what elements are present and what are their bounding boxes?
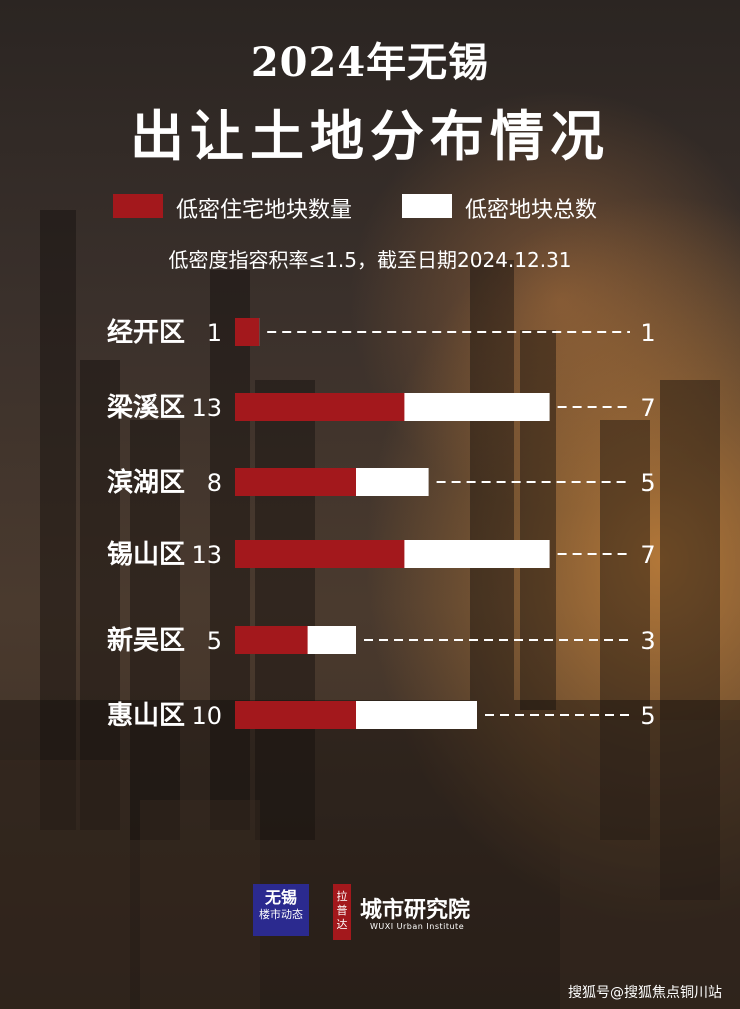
badge-line-1: 无锡 <box>264 888 297 907</box>
bar-residential <box>235 393 405 421</box>
left-count-label: 5 <box>207 627 222 655</box>
bar-residential <box>235 468 356 496</box>
right-count-label: 3 <box>640 627 655 655</box>
legend-swatch-total <box>402 194 452 218</box>
left-count-label: 13 <box>191 394 222 422</box>
bar-residential <box>235 318 260 346</box>
category-label: 经开区 <box>107 317 185 348</box>
legend-label-total: 低密地块总数 <box>465 198 598 223</box>
legend: 低密住宅地块数量 低密地块总数 <box>0 190 740 224</box>
right-count-label: 5 <box>640 469 655 497</box>
category-label: 锡山区 <box>107 540 185 570</box>
right-count-label: 1 <box>640 319 655 347</box>
left-count-label: 8 <box>207 469 222 497</box>
legend-swatch-residential <box>113 194 163 218</box>
left-count-label: 10 <box>191 702 222 730</box>
bar-residential <box>235 540 405 568</box>
category-label: 滨湖区 <box>107 467 185 498</box>
right-count-label: 7 <box>640 541 655 569</box>
watermark: 搜狐号@搜狐焦点铜川站 <box>568 985 722 1001</box>
category-label: 新吴区 <box>107 625 185 656</box>
wuxi-badge-logo: 无锡 楼市动态 <box>253 884 309 936</box>
category-label: 梁溪区 <box>106 393 185 423</box>
subtitle-note: 低密度指容积率≤1.5，截至日期2024.12.31 <box>168 248 572 272</box>
institute-logo-text: 城市研究院 <box>360 897 471 923</box>
badge-line-2: 楼市动态 <box>259 908 303 921</box>
right-count-label: 5 <box>640 702 655 730</box>
left-count-label: 1 <box>207 319 222 347</box>
bar-residential <box>235 626 308 654</box>
red-tag-logo: 拉普达 <box>333 884 351 940</box>
right-count-label: 7 <box>640 394 655 422</box>
title-line-1: 2024年无锡 <box>250 39 490 86</box>
bar-residential <box>235 701 356 729</box>
institute-logo-subtext: WUXI Urban Institute <box>370 922 465 931</box>
category-label: 惠山区 <box>107 701 185 731</box>
legend-label-residential: 低密住宅地块数量 <box>176 198 353 223</box>
title-line-2: 出让土地分布情况 <box>130 104 610 168</box>
left-count-label: 13 <box>191 541 222 569</box>
